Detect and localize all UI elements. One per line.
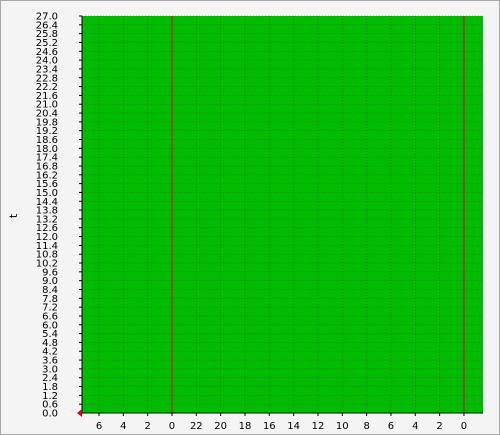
x-tick-label: 6 — [388, 421, 394, 432]
y-axis-title: t — [7, 213, 20, 218]
y-tick-label: 23.4 — [36, 64, 58, 75]
x-tick-label: 12 — [312, 421, 325, 432]
x-tick-label: 0 — [461, 421, 467, 432]
y-tick-label: 10.8 — [36, 250, 58, 261]
origin-arrow-icon — [77, 409, 82, 417]
y-tick-label: 19.2 — [36, 126, 58, 137]
y-tick-label: 24.6 — [36, 47, 58, 58]
x-tick-label: 2 — [144, 421, 150, 432]
area-fill — [82, 16, 483, 413]
y-tick-label: 13.2 — [36, 214, 58, 225]
y-tick-label: 18.0 — [36, 144, 58, 155]
y-tick-label: 22.8 — [36, 73, 58, 84]
y-tick-label: 14.4 — [36, 197, 58, 208]
y-tick-label: 4.2 — [42, 347, 58, 358]
y-tick-label: 7.2 — [42, 303, 58, 314]
y-tick-label: 13.8 — [36, 206, 58, 217]
x-tick-label: 22 — [190, 421, 203, 432]
y-tick-label: 10.2 — [36, 259, 58, 270]
y-tick-label: 4.8 — [42, 338, 58, 349]
y-tick-label: 5.4 — [42, 329, 58, 340]
y-tick-label: 0.0 — [42, 409, 58, 420]
y-tick-label: 1.8 — [42, 382, 58, 393]
x-tick-label: 8 — [363, 421, 369, 432]
y-tick-label: 24.0 — [36, 56, 58, 67]
y-tick-label: 6.0 — [42, 320, 58, 331]
y-grid — [82, 15, 483, 405]
y-tick-label: 2.4 — [42, 373, 58, 384]
y-tick-label: 12.6 — [36, 223, 58, 234]
x-tick-label: 18 — [239, 421, 252, 432]
y-tick-label: 20.4 — [36, 109, 58, 120]
x-tick-label: 2 — [436, 421, 442, 432]
y-tick-label: 15.6 — [36, 179, 58, 190]
y-tick-label: 16.2 — [36, 170, 58, 181]
x-tick-label: 14 — [287, 421, 300, 432]
y-tick-label: 21.6 — [36, 91, 58, 102]
y-tick-label: 6.6 — [42, 311, 58, 322]
y-tick-label: 1.2 — [42, 391, 58, 402]
y-tick-label: 15.0 — [36, 188, 58, 199]
y-tick-label: 17.4 — [36, 153, 58, 164]
y-tick-label: 9.0 — [42, 276, 58, 287]
y-tick-label: 16.8 — [36, 161, 58, 172]
x-tick-label: 6 — [96, 421, 102, 432]
x-tick-label: 10 — [336, 421, 349, 432]
y-tick-label: 8.4 — [42, 285, 58, 296]
y-tick-label: 18.6 — [36, 135, 58, 146]
y-tick-label: 3.0 — [42, 364, 58, 375]
y-tick-label: 25.8 — [36, 29, 58, 40]
y-tick-label: 9.6 — [42, 267, 58, 278]
x-tick-label: 4 — [120, 421, 126, 432]
x-tick-label: 0 — [169, 421, 175, 432]
y-tick-label: 27.0 — [36, 12, 58, 23]
y-tick-label: 12.0 — [36, 232, 58, 243]
y-tick-label: 26.4 — [36, 20, 58, 31]
x-tick-label: 4 — [412, 421, 418, 432]
y-tick-label: 7.8 — [42, 294, 58, 305]
y-tick-label: 25.2 — [36, 38, 58, 49]
x-tick-label: 20 — [214, 421, 227, 432]
y-tick-label: 0.6 — [42, 400, 58, 411]
y-tick-label: 3.6 — [42, 356, 58, 367]
x-tick-label: 16 — [263, 421, 276, 432]
y-tick-label: 11.4 — [36, 241, 58, 252]
y-tick-label: 19.8 — [36, 117, 58, 128]
y-tick-label: 21.0 — [36, 100, 58, 111]
y-tick-label: 22.2 — [36, 82, 58, 93]
